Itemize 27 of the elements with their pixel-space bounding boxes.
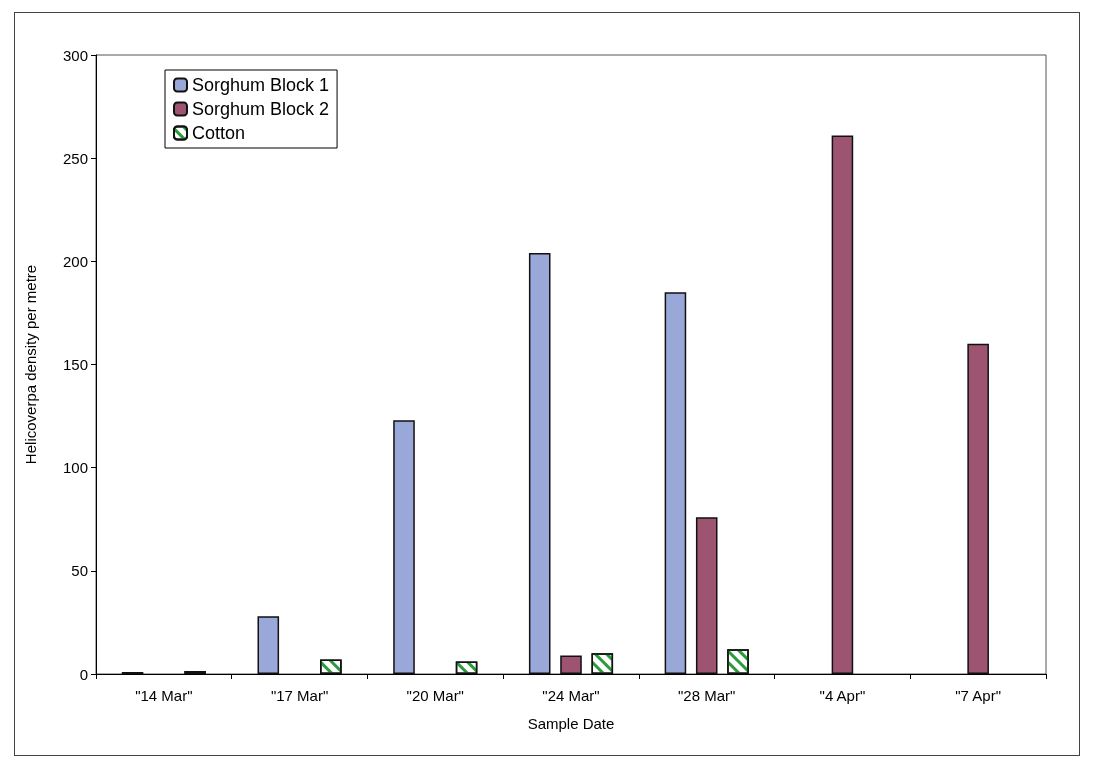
y-tick-label: 100 — [62, 459, 88, 477]
x-tick-label: "14 Mar" — [135, 687, 193, 704]
bar — [257, 616, 280, 674]
y-tick-label: 50 — [71, 562, 88, 580]
y-tick-label: 250 — [62, 149, 88, 167]
legend-label: Sorghum Block 1 — [192, 75, 330, 95]
bar — [695, 517, 718, 674]
x-tick-label: "17 Mar" — [270, 687, 329, 704]
y-tick-label: 0 — [79, 665, 88, 683]
y-tick-label: 300 — [62, 46, 88, 64]
bar — [967, 343, 989, 674]
x-tick-label: "28 Mar" — [678, 687, 736, 704]
bar — [831, 135, 854, 674]
x-axis-title: Sample Date — [527, 715, 615, 732]
legend-label: Sorghum Block 2 — [192, 99, 330, 119]
bar — [560, 655, 582, 674]
y-axis-title: Helicoverpa density per metre — [22, 264, 39, 465]
x-tick-label: "20 Mar" — [406, 687, 464, 704]
y-tick-label: 150 — [62, 356, 88, 373]
legend-label: Cotton — [192, 123, 246, 143]
x-tick-label: "24 Mar" — [542, 687, 600, 704]
bar — [393, 420, 415, 674]
x-tick-label: "4 Apr" — [819, 687, 866, 704]
x-tick-label: "7 Apr" — [955, 687, 1001, 704]
bar — [528, 253, 551, 674]
y-tick-label: 200 — [62, 252, 88, 270]
bar — [664, 292, 687, 674]
